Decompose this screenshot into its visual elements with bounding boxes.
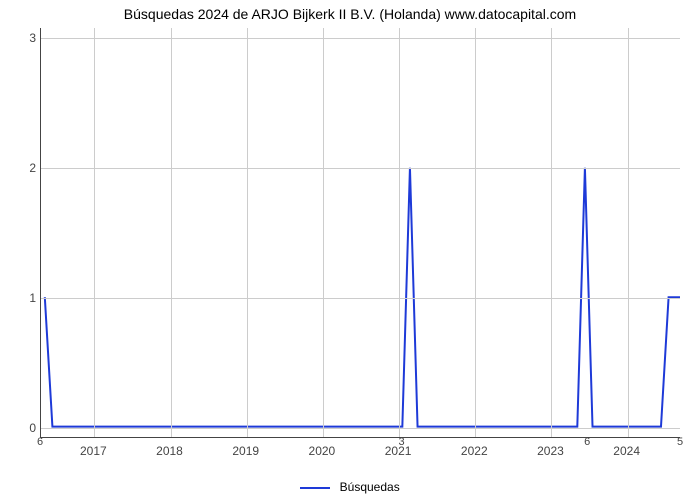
x-tick-label: 2022: [461, 444, 488, 458]
plot-area: [40, 28, 680, 438]
y-tick-label: 1: [6, 291, 36, 305]
x-tick-label: 2020: [309, 444, 336, 458]
grid-line-vertical: [399, 28, 400, 437]
chart-container: Búsquedas 2024 de ARJO Bijkerk II B.V. (…: [0, 0, 700, 500]
below-axis-number: 5: [677, 436, 683, 448]
legend: Búsquedas: [0, 480, 700, 494]
y-tick-label: 0: [6, 421, 36, 435]
grid-line-horizontal: [41, 298, 680, 299]
grid-line-vertical: [628, 28, 629, 437]
grid-line-vertical: [171, 28, 172, 437]
below-axis-number: 6: [584, 436, 590, 448]
grid-line-vertical: [94, 28, 95, 437]
x-tick-label: 2019: [232, 444, 259, 458]
below-axis-number: 3: [399, 436, 405, 448]
legend-swatch: [300, 487, 330, 489]
legend-label: Búsquedas: [340, 480, 400, 494]
grid-line-vertical: [323, 28, 324, 437]
y-tick-label: 3: [6, 31, 36, 45]
y-tick-label: 2: [6, 161, 36, 175]
x-tick-label: 2017: [80, 444, 107, 458]
x-tick-label: 2023: [537, 444, 564, 458]
grid-line-vertical: [551, 28, 552, 437]
x-tick-label: 2024: [613, 444, 640, 458]
grid-line-horizontal: [41, 168, 680, 169]
grid-line-vertical: [475, 28, 476, 437]
chart-title: Búsquedas 2024 de ARJO Bijkerk II B.V. (…: [0, 6, 700, 22]
grid-line-horizontal: [41, 428, 680, 429]
below-axis-number: 6: [37, 436, 43, 448]
grid-line-vertical: [247, 28, 248, 437]
grid-line-horizontal: [41, 38, 680, 39]
x-tick-label: 2018: [156, 444, 183, 458]
line-series-svg: [41, 28, 680, 437]
